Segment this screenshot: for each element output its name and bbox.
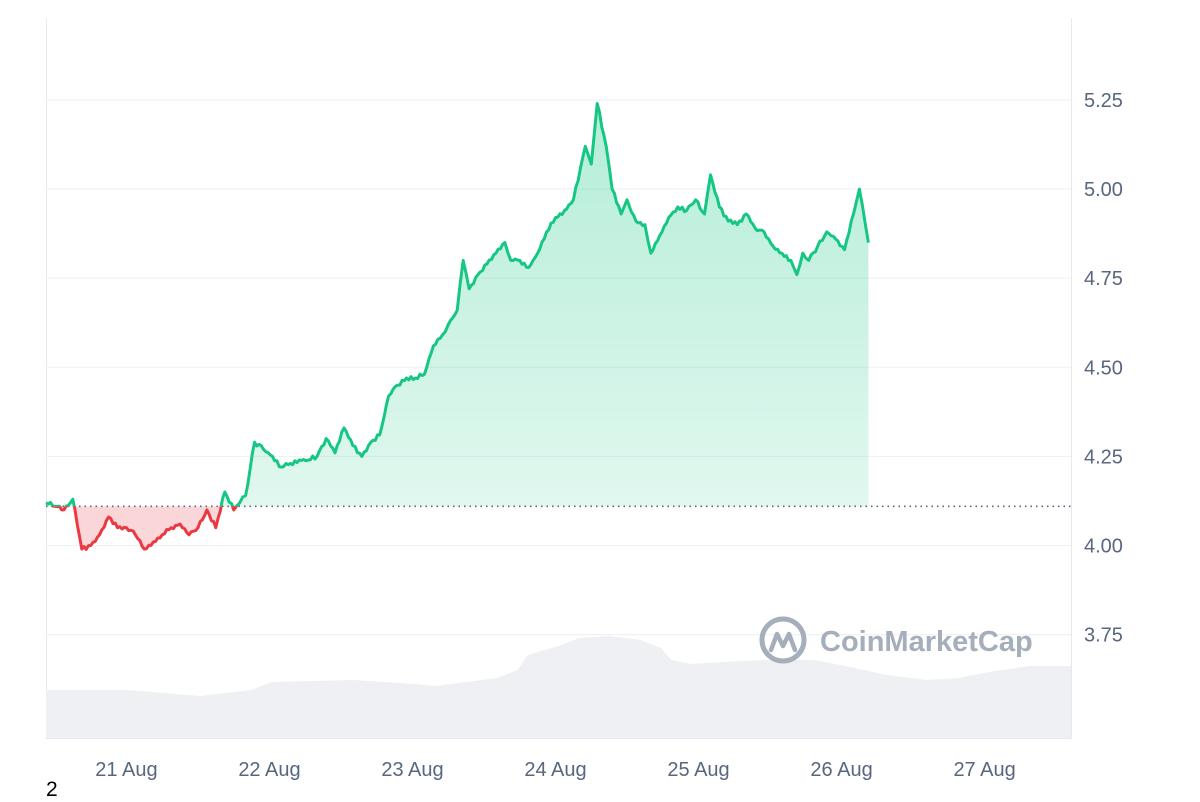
volume-area <box>46 636 1071 738</box>
y-tick-3.75: 3.75 <box>1084 625 1123 647</box>
x-tick-22-aug: 22 Aug <box>238 759 300 781</box>
coinmarketcap-watermark: CoinMarketCap <box>759 616 1033 664</box>
y-axis: 3.75 4.00 4.25 4.50 4.75 5.00 5.25 <box>1084 90 1123 647</box>
x-tick-27-aug: 27 Aug <box>953 759 1015 781</box>
x-tick-24-aug: 24 Aug <box>524 759 586 781</box>
x-tick-25-aug: 25 Aug <box>667 759 729 781</box>
y-tick-4.25: 4.25 <box>1084 446 1123 468</box>
x-axis: 21 Aug 22 Aug 23 Aug 24 Aug 25 Aug 26 Aug 27 A… <box>95 759 1015 781</box>
y-tick-5.00: 5.00 <box>1084 179 1123 201</box>
price-line-up <box>45 102 870 507</box>
x-tick-23-aug: 23 Aug <box>381 759 443 781</box>
y-tick-4.00: 4.00 <box>1084 536 1123 558</box>
y-tick-4.50: 4.50 <box>1084 357 1123 379</box>
coinmarketcap-logo-icon <box>759 616 807 664</box>
price-line-down <box>51 506 239 551</box>
price-area-up <box>46 103 869 507</box>
x-tick-21-aug: 21 Aug <box>95 759 157 781</box>
y-tick-4.75: 4.75 <box>1084 268 1123 290</box>
x-tick-26-aug: 26 Aug <box>810 759 872 781</box>
y-tick-5.25: 5.25 <box>1084 90 1123 112</box>
page-number: 2 <box>46 778 58 801</box>
watermark-brand: CoinMarketCap <box>820 626 1033 658</box>
price-area-down <box>55 506 237 550</box>
